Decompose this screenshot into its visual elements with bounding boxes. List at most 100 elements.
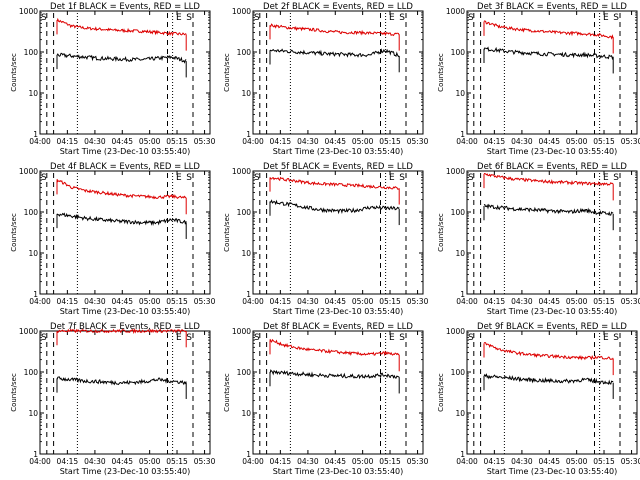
marker-label-s: S bbox=[186, 13, 192, 23]
y-tick-label: 10 bbox=[241, 89, 251, 98]
x-axis-label: Start Time (23-Dec-10 03:55:40) bbox=[60, 307, 191, 316]
x-tick-label: 04:45 bbox=[538, 457, 560, 466]
x-tick-label: 04:15 bbox=[57, 297, 79, 306]
y-tick-label: 1 bbox=[33, 290, 38, 299]
x-axis-label: Start Time (23-Dec-10 03:55:40) bbox=[487, 147, 618, 156]
y-tick-label: 1000 bbox=[19, 167, 38, 176]
marker-label-s-left: S bbox=[254, 173, 260, 183]
series-line-red bbox=[270, 23, 400, 37]
x-tick-label: 05:30 bbox=[194, 297, 216, 306]
x-tick-label: 04:30 bbox=[511, 297, 533, 306]
y-tick-label: 100 bbox=[24, 208, 39, 217]
x-tick-label: 04:00 bbox=[456, 137, 478, 146]
y-tick-label: 10 bbox=[455, 249, 465, 258]
x-tick-label: 05:15 bbox=[593, 457, 615, 466]
x-tick-label: 04:15 bbox=[484, 457, 506, 466]
y-tick-label: 10 bbox=[241, 409, 251, 418]
series-line-red bbox=[56, 178, 187, 200]
detector-panel-3: Det 3f BLACK = Events, RED = LLD 1 10 100 10… bbox=[437, 2, 640, 156]
y-tick-label: 1000 bbox=[232, 7, 251, 16]
y-axis-label: Counts/sec bbox=[10, 213, 18, 252]
x-tick-label: 05:15 bbox=[379, 137, 401, 146]
y-tick-label: 1 bbox=[460, 290, 465, 299]
x-tick-label: 05:00 bbox=[352, 137, 374, 146]
panel-title: Det 8f BLACK = Events, RED = LLD bbox=[263, 322, 413, 332]
x-tick-label: 05:15 bbox=[593, 137, 615, 146]
y-tick-label: 10 bbox=[241, 249, 251, 258]
marker-label-s-left: S bbox=[468, 173, 474, 183]
x-tick-label: 04:30 bbox=[84, 457, 106, 466]
marker-label-s-left: S bbox=[254, 333, 260, 343]
x-axis-label: Start Time (23-Dec-10 03:55:40) bbox=[487, 307, 618, 316]
y-tick-label: 1000 bbox=[19, 327, 38, 336]
panel-title: Det 5f BLACK = Events, RED = LLD bbox=[263, 162, 413, 172]
y-tick-label: 1 bbox=[460, 130, 465, 139]
y-axis-label: Counts/sec bbox=[437, 53, 445, 92]
y-tick-label: 100 bbox=[451, 208, 466, 217]
y-tick-label: 10 bbox=[28, 409, 38, 418]
series-line-black bbox=[269, 369, 400, 380]
x-tick-label: 05:15 bbox=[379, 297, 401, 306]
x-tick-label: 04:45 bbox=[111, 297, 133, 306]
x-axis-label: Start Time (23-Dec-10 03:55:40) bbox=[60, 467, 191, 476]
series-line-black bbox=[56, 376, 187, 386]
marker-label-e: E bbox=[603, 13, 609, 23]
x-tick-label: 05:30 bbox=[194, 457, 216, 466]
series-line-red bbox=[56, 17, 187, 37]
x-tick-label: 04:15 bbox=[270, 137, 292, 146]
y-tick-label: 10 bbox=[455, 89, 465, 98]
series-line-red bbox=[483, 20, 614, 40]
x-tick-label: 04:00 bbox=[242, 297, 264, 306]
x-tick-label: 04:45 bbox=[538, 297, 560, 306]
y-axis-label: Counts/sec bbox=[10, 373, 18, 412]
x-tick-label: 04:00 bbox=[242, 457, 264, 466]
series-line-black bbox=[56, 52, 187, 64]
series-line-red bbox=[269, 338, 400, 357]
y-tick-label: 1 bbox=[246, 290, 251, 299]
panel-title: Det 2f BLACK = Events, RED = LLD bbox=[263, 2, 413, 12]
x-axis-label: Start Time (23-Dec-10 03:55:40) bbox=[273, 147, 404, 156]
marker-label-s-left: S bbox=[468, 333, 474, 343]
x-tick-label: 05:00 bbox=[139, 297, 161, 306]
x-tick-label: 05:30 bbox=[621, 457, 640, 466]
x-tick-label: 04:30 bbox=[84, 137, 106, 146]
marker-label-e: E bbox=[389, 173, 395, 183]
y-tick-label: 1 bbox=[246, 130, 251, 139]
x-tick-label: 04:30 bbox=[511, 457, 533, 466]
plot-frame bbox=[466, 10, 638, 135]
marker-label-s-left: S bbox=[41, 13, 47, 23]
panel-title: Det 4f BLACK = Events, RED = LLD bbox=[50, 162, 200, 172]
y-tick-label: 100 bbox=[451, 48, 466, 57]
x-axis-label: Start Time (23-Dec-10 03:55:40) bbox=[487, 467, 618, 476]
y-tick-label: 10 bbox=[28, 249, 38, 258]
y-tick-label: 1000 bbox=[19, 7, 38, 16]
x-tick-label: 04:00 bbox=[29, 137, 51, 146]
x-tick-label: 05:00 bbox=[352, 297, 374, 306]
series-line-black bbox=[269, 199, 400, 215]
x-tick-label: 04:15 bbox=[270, 457, 292, 466]
detector-panel-6: Det 6f BLACK = Events, RED = LLD 1 10 100 10… bbox=[437, 162, 640, 316]
marker-label-s-left: S bbox=[41, 173, 47, 183]
x-tick-label: 04:45 bbox=[538, 137, 560, 146]
plot-frame bbox=[39, 10, 211, 135]
x-tick-label: 04:00 bbox=[456, 297, 478, 306]
panel-title: Det 1f BLACK = Events, RED = LLD bbox=[50, 2, 200, 12]
marker-label-s: S bbox=[399, 13, 405, 23]
x-tick-label: 05:15 bbox=[166, 137, 188, 146]
x-tick-label: 05:30 bbox=[407, 457, 429, 466]
x-tick-label: 04:45 bbox=[111, 457, 133, 466]
marker-label-e: E bbox=[176, 333, 182, 343]
x-tick-label: 04:30 bbox=[297, 297, 319, 306]
detector-panel-1: Det 1f BLACK = Events, RED = LLD 1 10 100 10… bbox=[10, 2, 216, 156]
x-tick-label: 05:00 bbox=[566, 457, 588, 466]
x-tick-label: 04:15 bbox=[57, 137, 79, 146]
marker-label-s: S bbox=[186, 333, 192, 343]
y-tick-label: 100 bbox=[237, 48, 252, 57]
y-tick-label: 1000 bbox=[232, 167, 251, 176]
detector-panel-8: Det 8f BLACK = Events, RED = LLD 1 10 100 10… bbox=[223, 322, 429, 476]
x-tick-label: 05:15 bbox=[379, 457, 401, 466]
plot-frame bbox=[466, 330, 638, 455]
series-line-black bbox=[483, 203, 614, 216]
series-line-red bbox=[483, 173, 614, 187]
y-tick-label: 10 bbox=[28, 89, 38, 98]
